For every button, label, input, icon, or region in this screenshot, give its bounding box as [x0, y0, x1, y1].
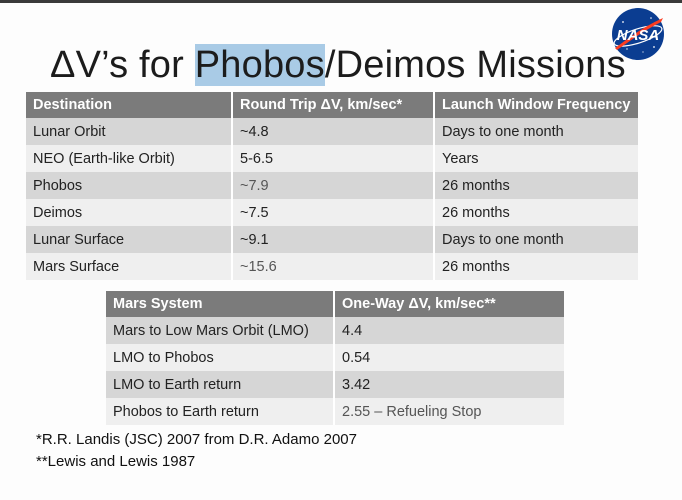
delta-v-cell: ~7.9 — [232, 172, 435, 199]
destination-cell: Lunar Orbit — [26, 118, 233, 145]
launch-window-cell: Years — [434, 145, 638, 172]
column-header: Launch Window Frequency — [434, 92, 638, 118]
footnote-source-2: **Lewis and Lewis 1987 — [36, 453, 196, 470]
title-suffix: /Deimos Missions — [324, 44, 626, 86]
table-row: Lunar Surface ~9.1 Days to one month — [26, 226, 638, 253]
column-header: Round Trip ΔV, km/sec* — [232, 92, 435, 118]
table-header-row: Mars System One-Way ΔV, km/sec** — [106, 291, 564, 317]
nasa-logo-text: NASA — [617, 27, 660, 44]
destination-cell: Mars Surface — [26, 253, 233, 280]
destination-cell: Deimos — [26, 199, 233, 226]
table-row: NEO (Earth-like Orbit) 5-6.5 Years — [26, 145, 638, 172]
column-header: Destination — [26, 92, 233, 118]
delta-v-cell: 2.55 – Refueling Stop — [334, 398, 564, 425]
column-header: One-Way ΔV, km/sec** — [334, 291, 564, 317]
delta-v-cell: ~9.1 — [232, 226, 435, 253]
delta-v-cell: 3.42 — [334, 371, 564, 398]
round-trip-delta-v-table: Destination Round Trip ΔV, km/sec* Launc… — [26, 92, 638, 280]
launch-window-cell: Days to one month — [434, 226, 638, 253]
footnote-source-1: *R.R. Landis (JSC) 2007 from D.R. Adamo … — [36, 431, 357, 448]
segment-cell: Phobos to Earth return — [106, 398, 335, 425]
segment-cell: LMO to Earth return — [106, 371, 335, 398]
launch-window-cell: Days to one month — [434, 118, 638, 145]
launch-window-cell: 26 months — [434, 253, 638, 280]
table-row: Deimos ~7.5 26 months — [26, 199, 638, 226]
table-row: LMO to Earth return 3.42 — [106, 371, 564, 398]
delta-v-cell: 4.4 — [334, 317, 564, 344]
table-row: Phobos to Earth return 2.55 – Refueling … — [106, 398, 564, 425]
table-row: Mars Surface ~15.6 26 months — [26, 253, 638, 280]
destination-cell: Phobos — [26, 172, 233, 199]
destination-cell: Lunar Surface — [26, 226, 233, 253]
table-row: LMO to Phobos 0.54 — [106, 344, 564, 371]
launch-window-cell: 26 months — [434, 199, 638, 226]
table-header-row: Destination Round Trip ΔV, km/sec* Launc… — [26, 92, 638, 118]
delta-v-cell: ~7.5 — [232, 199, 435, 226]
delta-v-cell: 0.54 — [334, 344, 564, 371]
title-prefix: ΔV’s for — [50, 44, 195, 86]
segment-cell: LMO to Phobos — [106, 344, 335, 371]
destination-cell: NEO (Earth-like Orbit) — [26, 145, 233, 172]
delta-v-cell: ~4.8 — [232, 118, 435, 145]
title-highlighted-word: Phobos — [194, 44, 325, 86]
column-header: Mars System — [106, 291, 335, 317]
table-row: Lunar Orbit ~4.8 Days to one month — [26, 118, 638, 145]
launch-window-cell: 26 months — [434, 172, 638, 199]
table-row: Mars to Low Mars Orbit (LMO) 4.4 — [106, 317, 564, 344]
delta-v-cell: 5-6.5 — [232, 145, 435, 172]
top-divider — [0, 0, 682, 3]
mars-system-delta-v-table: Mars System One-Way ΔV, km/sec** Mars to… — [106, 291, 564, 425]
slide-title: ΔV’s for Phobos/Deimos Missions — [50, 44, 626, 87]
nasa-logo-icon: NASA — [612, 8, 664, 60]
delta-v-cell: ~15.6 — [232, 253, 435, 280]
segment-cell: Mars to Low Mars Orbit (LMO) — [106, 317, 335, 344]
table-row: Phobos ~7.9 26 months — [26, 172, 638, 199]
